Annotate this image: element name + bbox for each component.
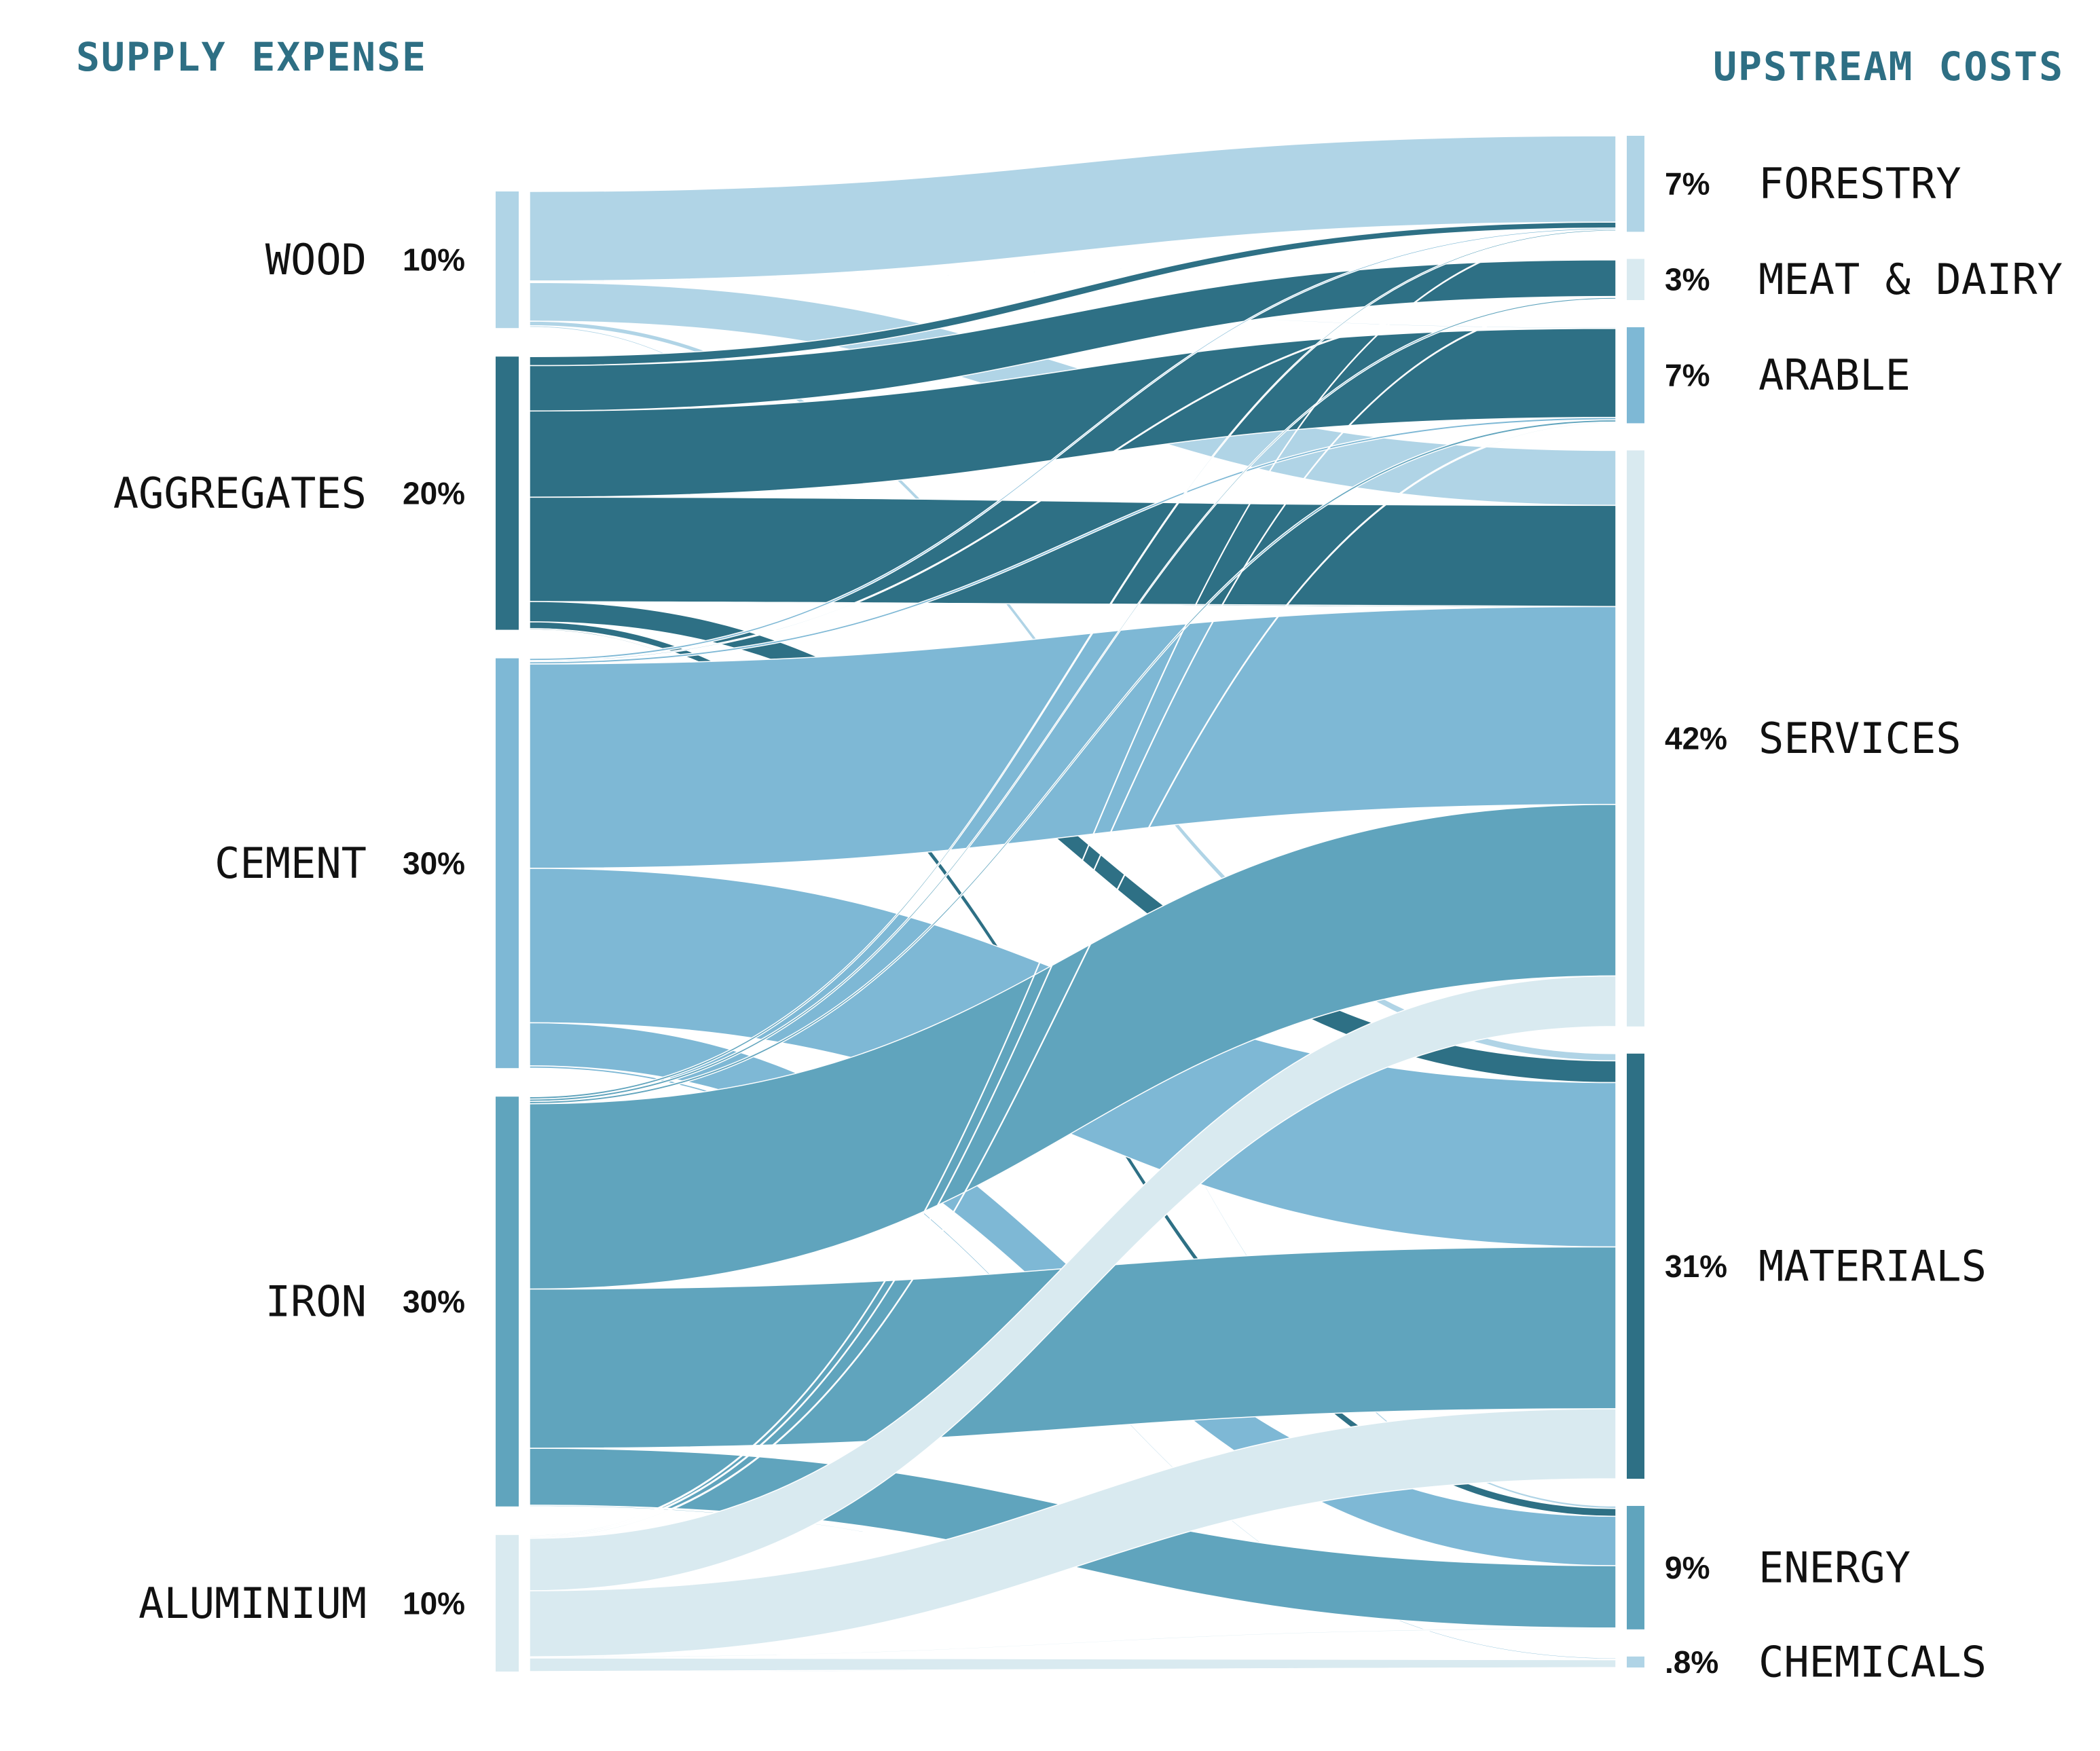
source-label-iron: IRON <box>265 1277 367 1327</box>
target-label-materials: MATERIALS <box>1758 1241 1987 1291</box>
target-bar-arable <box>1627 327 1644 424</box>
target-bar-materials <box>1627 1053 1644 1479</box>
source-pct-aluminium: 10% <box>403 1585 465 1621</box>
source-label-wood: WOOD <box>265 235 367 284</box>
flow-aluminium-to-energy <box>529 1627 1617 1659</box>
flow-aluminium-to-meat-dairy <box>529 298 1617 1538</box>
flow-aluminium-to-chemicals <box>529 1657 1617 1672</box>
target-label-meat-dairy: MEAT & DAIRY <box>1758 255 2063 304</box>
target-pct-materials: 31% <box>1665 1249 1727 1284</box>
source-label-aluminium: ALUMINIUM <box>139 1579 367 1628</box>
target-pct-arable: 7% <box>1665 358 1710 393</box>
source-pct-iron: 30% <box>403 1284 465 1319</box>
target-label-chemicals: CHEMICALS <box>1758 1637 1987 1687</box>
labels-layer: WOOD 10% AGGREGATES 20% CEMENT 30% IRON 30% ALUM… <box>113 159 2063 1687</box>
flow-aluminium-to-forestry <box>529 230 1617 1537</box>
target-bar-chemicals <box>1627 1656 1644 1667</box>
source-bar-wood <box>496 191 519 329</box>
left-header: SUPPLY EXPENSE <box>76 34 427 80</box>
target-label-energy: ENERGY <box>1758 1543 1911 1592</box>
target-pct-chemicals: .8% <box>1665 1644 1718 1680</box>
source-pct-wood: 10% <box>403 242 465 278</box>
target-label-services: SERVICES <box>1758 714 1961 763</box>
nodes-layer <box>496 136 1644 1672</box>
source-pct-aggregates: 20% <box>403 475 465 511</box>
target-label-arable: ARABLE <box>1758 350 1911 400</box>
target-bar-energy <box>1627 1506 1644 1629</box>
target-pct-forestry: 7% <box>1665 166 1710 202</box>
source-bar-cement <box>496 658 519 1069</box>
flow-aluminium-to-arable <box>529 421 1617 1539</box>
target-pct-services: 42% <box>1665 721 1727 756</box>
source-bar-iron <box>496 1096 519 1507</box>
flows-layer <box>529 135 1617 1672</box>
flow-aluminium-to-materials <box>529 1408 1617 1657</box>
source-pct-cement: 30% <box>403 845 465 881</box>
target-bar-forestry <box>1627 136 1644 232</box>
flow-aggregates-to-services <box>529 496 1617 608</box>
target-pct-energy: 9% <box>1665 1550 1710 1585</box>
source-label-cement: CEMENT <box>215 838 367 888</box>
target-bar-meat-dairy <box>1627 259 1644 301</box>
target-pct-meat-dairy: 3% <box>1665 262 1710 297</box>
flow-aluminium-to-services <box>529 975 1617 1591</box>
target-label-forestry: FORESTRY <box>1758 159 1961 208</box>
source-label-aggregates: AGGREGATES <box>113 468 367 518</box>
target-bar-services <box>1627 450 1644 1027</box>
source-bar-aggregates <box>496 356 519 630</box>
source-bar-aluminium <box>496 1534 519 1672</box>
right-header: UPSTREAM COSTS <box>1713 43 2064 90</box>
